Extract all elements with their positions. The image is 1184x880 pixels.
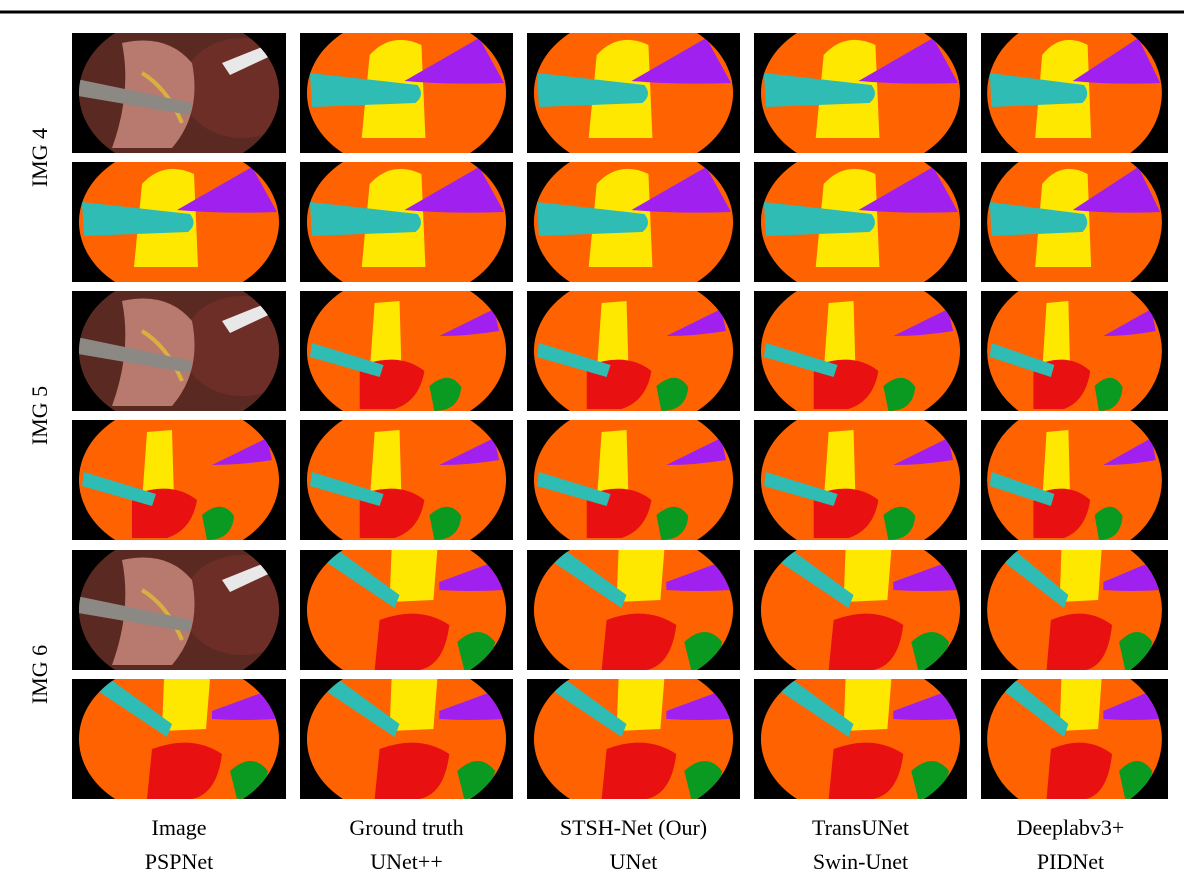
segmentation-mask bbox=[981, 291, 1168, 411]
photo bbox=[72, 550, 302, 670]
segmentation-mask bbox=[754, 420, 967, 540]
segmentation-mask bbox=[300, 291, 513, 411]
segmentation-mask bbox=[754, 550, 967, 670]
row-label: IMG 4 bbox=[27, 128, 52, 187]
segmentation-mask bbox=[981, 550, 1168, 670]
segmentation-mask bbox=[527, 33, 740, 153]
segmentation-mask bbox=[300, 679, 513, 799]
photo bbox=[72, 291, 302, 411]
row-label: IMG 5 bbox=[27, 386, 52, 445]
segmentation-mask bbox=[527, 420, 740, 540]
segmentation-mask bbox=[981, 162, 1168, 282]
segmentation-mask bbox=[527, 291, 740, 411]
column-caption: UNet bbox=[610, 849, 658, 874]
segmentation-mask bbox=[754, 33, 967, 153]
figure: IMG 4 IMG 5 IMG 6 Image PSPNet Ground truth UN… bbox=[0, 0, 1184, 875]
segmentation-mask bbox=[300, 550, 513, 670]
segmentation-mask bbox=[300, 33, 513, 153]
segmentation-mask bbox=[754, 291, 967, 411]
column-caption: TransUNet bbox=[812, 815, 909, 840]
column-caption: Ground truth bbox=[349, 815, 463, 840]
image-grid bbox=[72, 33, 1168, 799]
segmentation-mask bbox=[72, 420, 286, 540]
segmentation-mask bbox=[72, 162, 286, 282]
segmentation-mask bbox=[72, 679, 286, 799]
column-caption: Swin-Unet bbox=[813, 849, 908, 874]
column-caption: PIDNet bbox=[1037, 849, 1104, 874]
segmentation-mask bbox=[527, 679, 740, 799]
column-caption: Image bbox=[152, 815, 207, 840]
photo bbox=[72, 33, 302, 153]
segmentation-mask bbox=[527, 550, 740, 670]
column-caption: UNet++ bbox=[370, 849, 442, 874]
segmentation-mask bbox=[981, 420, 1168, 540]
column-caption: Deeplabv3+ bbox=[1017, 815, 1125, 840]
column-caption: PSPNet bbox=[145, 849, 213, 874]
segmentation-mask bbox=[754, 679, 967, 799]
page: {"row_labels": ["IMG 4", "IMG 5", "IMG 6… bbox=[0, 0, 1184, 875]
segmentation-mask bbox=[300, 162, 513, 282]
segmentation-mask bbox=[981, 679, 1168, 799]
segmentation-mask bbox=[300, 420, 513, 540]
segmentation-mask bbox=[527, 162, 740, 282]
row-label: IMG 6 bbox=[27, 645, 52, 704]
segmentation-mask bbox=[754, 162, 967, 282]
segmentation-mask bbox=[981, 33, 1168, 153]
column-caption: STSH-Net (Our) bbox=[560, 815, 707, 840]
